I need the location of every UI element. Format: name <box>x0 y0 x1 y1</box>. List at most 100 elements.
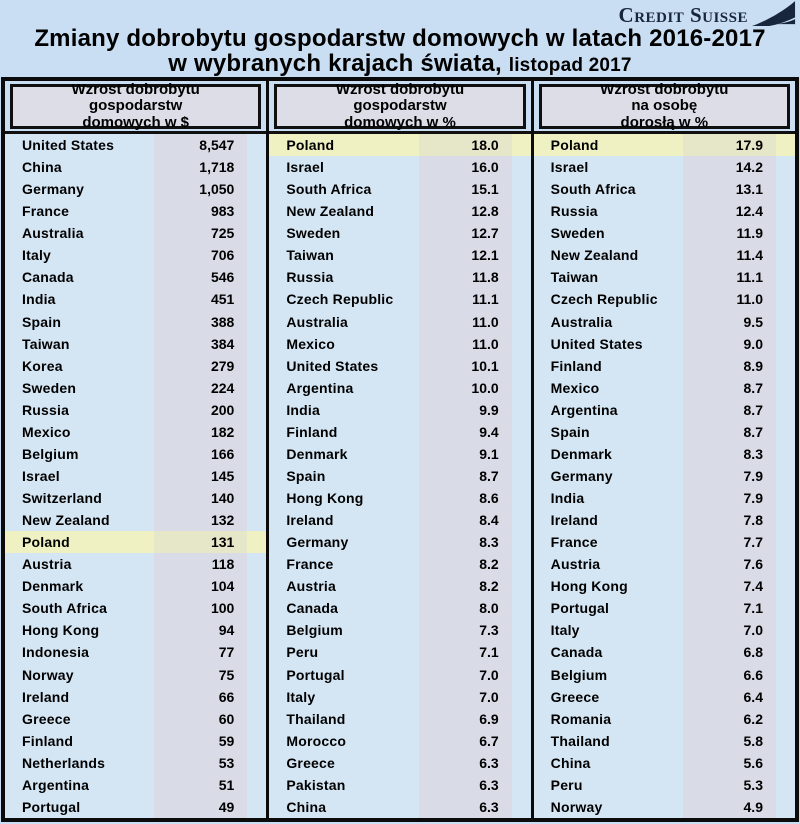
table-row: Norway 75 <box>5 663 267 686</box>
country-name: Portugal <box>286 666 345 683</box>
country-name: Norway <box>550 798 603 815</box>
table-row: Switzerland 140 <box>5 487 267 510</box>
country-name: China <box>550 754 591 771</box>
country-name: United States <box>22 137 115 154</box>
table-row: Peru 7.1 <box>269 641 531 664</box>
country-name: Belgium <box>550 666 608 683</box>
country-name: France <box>22 203 70 220</box>
country-value: 7.4 <box>682 575 776 598</box>
country-name: Spain <box>22 313 62 330</box>
country-value: 7.3 <box>418 619 512 642</box>
table-row: Germany 7.9 <box>533 464 795 487</box>
country-name: Russia <box>286 269 334 286</box>
table-row: Belgium 6.6 <box>533 663 795 686</box>
country-name: Ireland <box>550 512 598 529</box>
country-name: Spain <box>550 423 590 440</box>
country-name: Germany <box>286 534 349 551</box>
country-value: 132 <box>154 509 248 532</box>
country-value: 706 <box>154 244 248 267</box>
table-row: Italy 7.0 <box>533 619 795 642</box>
table-row: Spain 8.7 <box>269 464 531 487</box>
country-name: India <box>286 401 320 418</box>
table-row: Ireland 66 <box>5 685 267 708</box>
header-divider <box>269 131 531 134</box>
table-row: Canada 6.8 <box>533 641 795 664</box>
table-row: India 451 <box>5 288 267 311</box>
country-value: 9.5 <box>682 310 776 333</box>
credit-suisse-wordmark: Credit Suisse <box>618 3 748 27</box>
country-value: 11.8 <box>418 266 512 289</box>
country-value: 10.1 <box>418 354 512 377</box>
country-name: Sweden <box>22 379 77 396</box>
country-name: Hong Kong <box>22 622 100 639</box>
table-row: Netherlands 53 <box>5 751 267 774</box>
header-divider <box>5 131 267 134</box>
table-row: Taiwan 384 <box>5 332 267 355</box>
country-name: Germany <box>22 181 85 198</box>
country-name: Argentina <box>550 401 618 418</box>
column-header-line: domowych w % <box>344 113 456 131</box>
table-row: New Zealand 12.8 <box>269 200 531 223</box>
country-name: Mexico <box>22 423 71 440</box>
country-value: 49 <box>154 795 248 818</box>
table-row: China 5.6 <box>533 751 795 774</box>
country-value: 6.3 <box>418 751 512 774</box>
country-name: Czech Republic <box>286 291 394 308</box>
country-name: Norway <box>22 666 74 683</box>
country-name: Italy <box>286 688 316 705</box>
country-value: 5.8 <box>682 729 776 752</box>
table-row: Greece 6.4 <box>533 685 795 708</box>
country-name: South Africa <box>286 181 372 198</box>
country-name: France <box>550 534 598 551</box>
table-row: Greece 6.3 <box>269 751 531 774</box>
country-value: 16.0 <box>418 156 512 179</box>
country-name: Australia <box>286 313 349 330</box>
country-name: Hong Kong <box>286 490 364 507</box>
column-header-line: Wzrost dobrobytu <box>71 80 200 98</box>
table-row: France 8.2 <box>269 553 531 576</box>
table-row: United States 9.0 <box>533 332 795 355</box>
country-value: 11.0 <box>682 288 776 311</box>
country-value: 11.9 <box>682 222 776 245</box>
country-value: 12.7 <box>418 222 512 245</box>
table-row: Australia 11.0 <box>269 310 531 333</box>
table-row: Morocco 6.7 <box>269 729 531 752</box>
table-row: Israel 145 <box>5 464 267 487</box>
country-name: Poland <box>286 137 335 154</box>
country-value: 182 <box>154 420 248 443</box>
country-name: Australia <box>22 225 84 242</box>
country-value: 983 <box>154 200 248 223</box>
table-row: United States 8,547 <box>5 134 267 157</box>
country-name: Taiwan <box>286 247 334 264</box>
country-name: Austria <box>550 556 601 573</box>
country-name: Canada <box>22 269 74 286</box>
country-name: Denmark <box>550 445 612 462</box>
country-value: 7.6 <box>682 553 776 576</box>
country-value: 8.2 <box>418 553 512 576</box>
table-row: Italy 7.0 <box>269 685 531 708</box>
country-value: 12.8 <box>418 200 512 223</box>
column-rows: Poland 18.0 Israel 16.0 South Africa 15.1 New … <box>269 134 531 818</box>
country-name: Russia <box>22 401 70 418</box>
country-name: Portugal <box>550 600 610 617</box>
country-value: 8.7 <box>418 464 512 487</box>
table-row: Finland 8.9 <box>533 354 795 377</box>
country-name: Taiwan <box>550 269 599 286</box>
country-name: Peru <box>286 644 319 661</box>
column-header-line: gospodarstw <box>88 97 183 115</box>
table-row: Denmark 104 <box>5 575 267 598</box>
country-value: 7.1 <box>418 641 512 664</box>
country-name: China <box>22 159 62 176</box>
country-value: 60 <box>154 707 248 730</box>
country-name: France <box>286 556 334 573</box>
country-name: Italy <box>550 622 580 639</box>
table-row: Mexico 8.7 <box>533 376 795 399</box>
country-value: 66 <box>154 685 248 708</box>
table-row: China 1,718 <box>5 156 267 179</box>
country-name: Greece <box>286 754 336 771</box>
country-name: China <box>286 798 327 815</box>
table-row-highlighted: Poland 17.9 <box>533 134 795 157</box>
country-name: India <box>22 291 56 308</box>
country-value: 166 <box>154 442 248 465</box>
country-value: 10.0 <box>418 376 512 399</box>
